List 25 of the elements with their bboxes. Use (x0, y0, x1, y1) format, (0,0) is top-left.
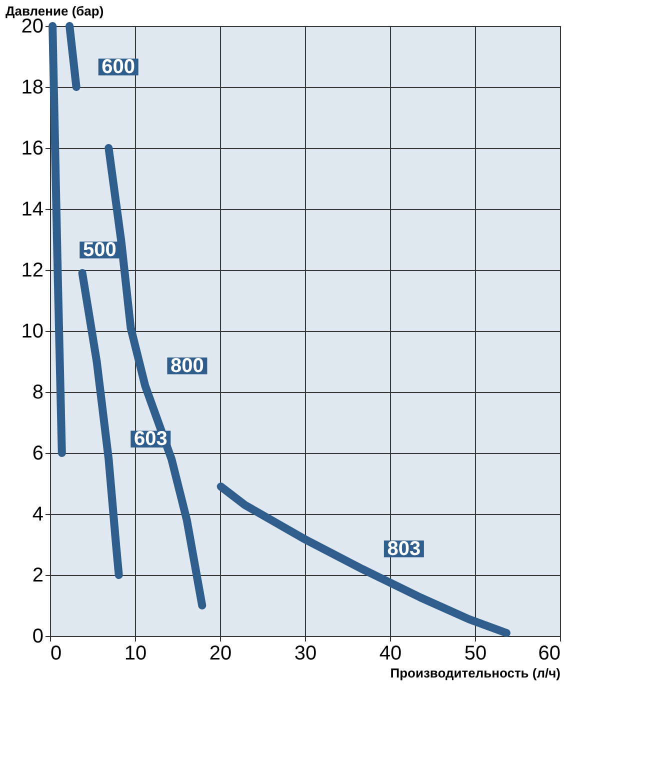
y-tick-label: 8 (32, 382, 44, 404)
y-tick-label: 20 (21, 16, 44, 38)
x-tick-label: 30 (294, 642, 317, 664)
y-tick-label: 14 (21, 198, 44, 220)
x-axis-title: Производительность (л/ч) (390, 666, 560, 680)
y-tick-label: 0 (32, 626, 44, 648)
series-label: 800 (170, 354, 204, 377)
y-tick-label: 18 (21, 76, 44, 98)
x-tick-label: 60 (538, 642, 560, 664)
series-label: 600 (102, 56, 136, 78)
x-tick-label: 50 (464, 642, 487, 664)
y-tick-label: 6 (32, 442, 44, 464)
y-tick-label: 2 (32, 564, 44, 586)
series-label: 603 (134, 428, 168, 450)
y-tick-label: 10 (21, 320, 44, 342)
x-tick-label: 10 (124, 642, 147, 664)
series-label: 500 (82, 239, 116, 261)
x-tick-label: 20 (209, 642, 232, 664)
x-tick-label: 0 (50, 642, 62, 664)
y-axis-title: Давление (бар) (6, 4, 104, 18)
series-label: 803 (387, 538, 421, 560)
x-tick-label: 40 (379, 642, 402, 664)
y-tick-label: 16 (21, 138, 44, 160)
y-tick-label: 12 (21, 260, 44, 282)
y-tick-label: 4 (32, 504, 44, 526)
